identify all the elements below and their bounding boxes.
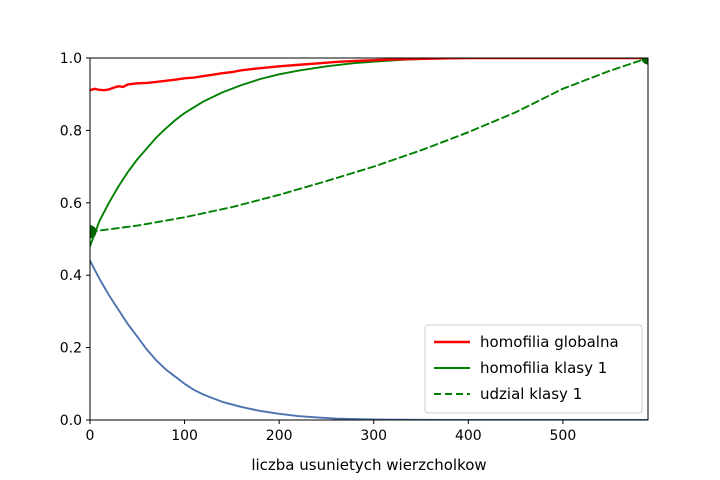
legend-label: homofilia klasy 1 — [480, 359, 607, 377]
legend: homofilia globalna homofilia klasy 1 udzia… — [424, 324, 643, 414]
y-tick-label: 1.0 — [60, 51, 82, 67]
marker-point-0 — [90, 225, 97, 239]
y-tick-label: 0.8 — [60, 123, 82, 139]
ticks: 0 100 200 300 400 500 0.0 0.2 0.4 0.6 0.8 1.0 — [60, 51, 577, 444]
series-line-homofilia-globalna — [90, 58, 648, 92]
axes-frame — [89, 57, 649, 421]
y-tick-label: 0.6 — [60, 196, 82, 212]
y-tick-label: 0.0 — [60, 413, 82, 429]
x-tick-label: 500 — [550, 428, 577, 444]
x-tick-label: 100 — [171, 428, 198, 444]
marker-point-1 — [641, 58, 648, 65]
legend-box — [424, 324, 643, 414]
x-axis-title: liczba usunietych wierzcholkow — [251, 456, 486, 474]
x-tick-label: 200 — [266, 428, 293, 444]
x-tick-label: 0 — [86, 428, 95, 444]
y-tick-label: 0.2 — [60, 341, 82, 357]
legend-label: udzial klasy 1 — [480, 385, 582, 403]
series-line-udzial-klasy-1 — [90, 58, 648, 233]
x-tick-label: 300 — [360, 428, 387, 444]
legend-label: homofilia globalna — [480, 333, 619, 351]
y-tick-label: 0.4 — [60, 268, 82, 284]
axes — [89, 57, 649, 421]
x-tick-label: 400 — [455, 428, 482, 444]
